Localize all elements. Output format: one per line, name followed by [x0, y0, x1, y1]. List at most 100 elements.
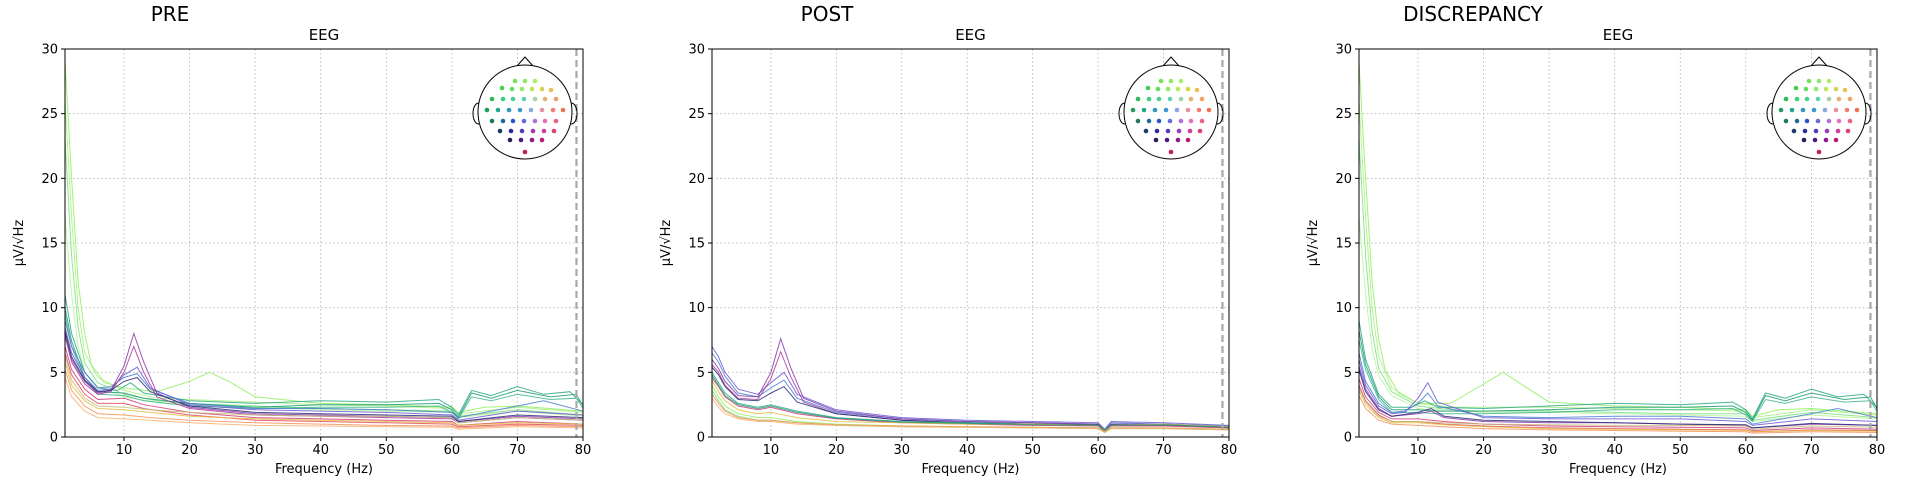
sensor-dot — [1146, 118, 1152, 124]
sensor-dot — [1197, 128, 1203, 134]
y-tick-label: 20 — [1335, 172, 1352, 187]
sensor-dot — [517, 107, 523, 113]
y-tick-label: 0 — [697, 431, 705, 446]
x-tick-label: 50 — [1024, 443, 1041, 458]
x-tick-label: 50 — [378, 443, 395, 458]
sensor-dot — [1176, 128, 1182, 134]
sensor-dot — [1175, 137, 1181, 143]
spectrum-line — [65, 294, 583, 416]
sensor-dot — [542, 118, 548, 124]
spectrum-line — [1359, 352, 1877, 425]
spectrum-line — [1359, 378, 1877, 432]
sensor-dot — [1199, 96, 1205, 102]
sensor-dot — [1833, 137, 1839, 143]
sensor-dot — [1178, 96, 1184, 102]
sensor-dot — [521, 118, 527, 124]
sensor-dot — [1178, 78, 1184, 84]
spectrum-line — [712, 394, 1229, 433]
y-axis-label: µV/√Hz — [12, 220, 27, 267]
x-tick-label: 80 — [1869, 443, 1886, 458]
topomap-nose — [516, 56, 534, 67]
sensor-dot — [518, 137, 524, 143]
sensor-dot — [1844, 107, 1850, 113]
sensor-dot — [1801, 137, 1807, 143]
sensor-dot — [1833, 107, 1839, 113]
sensor-dot — [1812, 137, 1818, 143]
sensor-dot — [1163, 107, 1169, 113]
sensor-dot — [1188, 118, 1194, 124]
x-tick-label: 10 — [116, 443, 133, 458]
topomap-left-ear — [472, 102, 480, 125]
sensor-dot — [1167, 96, 1173, 102]
x-tick-label: 30 — [247, 443, 264, 458]
spectrum-line — [712, 377, 1229, 432]
x-tick-label: 30 — [894, 443, 911, 458]
spectrum-line — [1359, 359, 1877, 426]
sensor-dot — [497, 128, 503, 134]
sensor-dot — [489, 96, 495, 102]
sensor-dot — [1152, 107, 1158, 113]
y-tick-label: 0 — [1344, 431, 1352, 446]
sensor-dot — [1836, 96, 1842, 102]
sensor-dot — [1168, 78, 1174, 84]
sensor-dot — [1153, 137, 1159, 143]
x-tick-label: 50 — [1672, 443, 1689, 458]
sensor-dot — [1158, 78, 1164, 84]
y-tick-label: 25 — [688, 107, 705, 122]
sensor-dot — [1793, 85, 1799, 91]
sensor-dot — [550, 107, 556, 113]
sensor-dot — [1826, 78, 1832, 84]
spectrum-line — [1359, 217, 1877, 423]
series-group — [65, 61, 583, 430]
spectrum-line — [65, 61, 583, 413]
x-tick-label: 40 — [312, 443, 329, 458]
sensor-dot — [560, 107, 566, 113]
x-tick-label: 70 — [1803, 443, 1820, 458]
sensor-dot — [1794, 118, 1800, 124]
topomap-right-ear — [570, 102, 578, 125]
y-tick-label: 10 — [1335, 301, 1352, 316]
panel-discrepancy: DISCREPANCY EEG 10 20 30 40 50 60 70 80 0 5 10 15 20 25… — [1306, 2, 1885, 477]
spectrum-line — [65, 326, 583, 421]
spectrum-line — [65, 217, 583, 419]
y-tick-label: 20 — [41, 172, 58, 187]
spectrum-line — [65, 320, 583, 419]
sensor-dot — [1146, 96, 1152, 102]
sensor-dot — [539, 137, 545, 143]
sensor-dot — [1185, 137, 1191, 143]
x-axis-label: Frequency (Hz) — [275, 462, 373, 477]
sensor-topomap-icon — [472, 56, 578, 160]
y-tick-label: 5 — [1344, 366, 1352, 381]
spectrum-line — [712, 366, 1229, 432]
spectrum-line — [1359, 387, 1877, 430]
spectrum-line — [65, 335, 583, 424]
sensor-dot — [1194, 87, 1200, 93]
sensor-dot — [519, 86, 525, 92]
sensor-dot — [1167, 118, 1173, 124]
sensor-dot — [500, 96, 506, 102]
sensor-dot — [1789, 107, 1795, 113]
sensor-dot — [529, 137, 535, 143]
x-tick-label: 40 — [959, 443, 976, 458]
topomap-right-ear — [1864, 102, 1872, 125]
sensor-topomap-icon — [1118, 56, 1224, 160]
x-tick-label: 20 — [828, 443, 845, 458]
sensor-dot — [519, 128, 525, 134]
y-tick-label: 0 — [50, 431, 58, 446]
sensor-dot — [539, 107, 545, 113]
sensor-dot — [1813, 128, 1819, 134]
axes-subtitle: EEG — [1603, 26, 1634, 44]
sensor-dot — [1145, 85, 1151, 91]
x-tick-label: 10 — [1410, 443, 1427, 458]
sensor-dot — [528, 107, 534, 113]
sensor-dot — [1802, 128, 1808, 134]
y-tick-label: 25 — [41, 107, 58, 122]
sensor-dot — [1803, 86, 1809, 92]
sensor-dot — [1141, 107, 1147, 113]
sensor-dot — [508, 128, 514, 134]
x-tick-label: 60 — [444, 443, 461, 458]
sensor-dot — [1778, 107, 1784, 113]
sensor-dot — [1196, 107, 1202, 113]
sensor-dot — [1816, 78, 1822, 84]
